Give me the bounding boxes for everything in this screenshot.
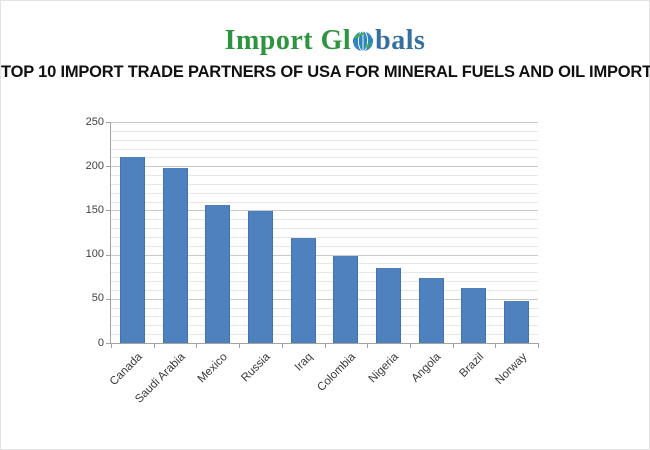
x-axis-tick bbox=[196, 344, 198, 348]
bar-mexico bbox=[205, 205, 231, 343]
y-axis-label: 100 bbox=[85, 248, 104, 261]
x-axis-tick bbox=[111, 344, 112, 348]
y-axis-tick bbox=[106, 298, 110, 300]
bar-colombia bbox=[333, 256, 359, 343]
bar-canada bbox=[119, 157, 145, 343]
x-axis-line bbox=[110, 343, 539, 344]
minor-gridline bbox=[111, 263, 538, 265]
minor-gridline bbox=[111, 325, 538, 327]
x-axis-tick bbox=[452, 344, 454, 348]
bar-norway bbox=[504, 300, 530, 343]
x-axis-tick bbox=[538, 344, 539, 348]
globe-icon bbox=[352, 28, 374, 54]
major-gridline bbox=[111, 298, 538, 300]
x-axis-label: Norway bbox=[493, 351, 530, 388]
x-axis-tick bbox=[367, 344, 369, 348]
x-axis-label: Mexico bbox=[195, 351, 231, 386]
y-axis-label: 250 bbox=[85, 115, 104, 128]
x-axis-label: Russia bbox=[239, 351, 273, 385]
x-axis-tick bbox=[409, 344, 411, 348]
x-axis-tick bbox=[239, 344, 241, 348]
x-axis-tick bbox=[495, 344, 497, 348]
x-axis-tick bbox=[281, 344, 283, 348]
minor-gridline bbox=[111, 219, 538, 221]
minor-gridline bbox=[111, 201, 538, 203]
minor-gridline bbox=[111, 245, 538, 247]
major-gridline bbox=[111, 122, 538, 123]
minor-gridline bbox=[111, 334, 538, 336]
plot-area: 0 50 100 150 200 250 Canada Saudi Arabia Mexico R… bbox=[86, 116, 539, 406]
x-axis-label: Angola bbox=[409, 351, 444, 385]
minor-gridline bbox=[111, 183, 538, 185]
y-axis-tick bbox=[106, 166, 110, 168]
page-title: TOP 10 IMPORT TRADE PARTNERS OF USA FOR … bbox=[1, 63, 650, 81]
x-axis-tick bbox=[153, 344, 155, 348]
bar-chart: 0 50 100 150 200 250 Canada Saudi Arabia Mexico R… bbox=[1, 111, 650, 441]
bar-russia bbox=[247, 211, 273, 343]
x-axis-label: Canada bbox=[107, 351, 145, 388]
minor-gridline bbox=[111, 139, 538, 141]
minor-gridline bbox=[111, 228, 538, 230]
minor-gridline bbox=[111, 175, 538, 177]
y-axis-tick bbox=[106, 254, 110, 256]
minor-gridline bbox=[111, 192, 538, 194]
logo-text-left: Import Gl bbox=[224, 25, 352, 56]
minor-gridline bbox=[111, 289, 538, 291]
minor-gridline bbox=[111, 157, 538, 159]
bar-saudi-arabia bbox=[162, 167, 188, 343]
major-gridline bbox=[111, 210, 538, 212]
minor-gridline bbox=[111, 236, 538, 238]
bar-brazil bbox=[461, 288, 487, 343]
x-axis-label: Brazil bbox=[457, 351, 487, 380]
y-axis-label: 150 bbox=[85, 203, 104, 216]
x-axis-tick bbox=[324, 344, 326, 348]
logo-text-right: bals bbox=[375, 25, 426, 56]
bar-angola bbox=[418, 277, 444, 343]
minor-gridline bbox=[111, 281, 538, 283]
y-axis-label: 50 bbox=[91, 292, 104, 305]
x-axis-label: Colombia bbox=[315, 351, 359, 394]
major-gridline bbox=[111, 166, 538, 168]
x-axis-label: Iraq bbox=[293, 351, 316, 374]
minor-gridline bbox=[111, 148, 538, 150]
y-axis-label: 200 bbox=[85, 159, 104, 172]
bar-nigeria bbox=[376, 267, 402, 343]
minor-gridline bbox=[111, 316, 538, 318]
y-axis-tick bbox=[106, 210, 110, 212]
minor-gridline bbox=[111, 307, 538, 309]
x-axis-label: Nigeria bbox=[366, 351, 402, 386]
y-axis-tick bbox=[106, 122, 110, 123]
minor-gridline bbox=[111, 130, 538, 132]
y-axis-line bbox=[110, 122, 111, 343]
logo: Import Gl bals bbox=[1, 25, 649, 57]
y-axis-label: 0 bbox=[97, 336, 104, 349]
minor-gridline bbox=[111, 272, 538, 274]
y-axis-tick bbox=[106, 343, 110, 344]
major-gridline bbox=[111, 254, 538, 256]
bar-iraq bbox=[290, 237, 316, 343]
